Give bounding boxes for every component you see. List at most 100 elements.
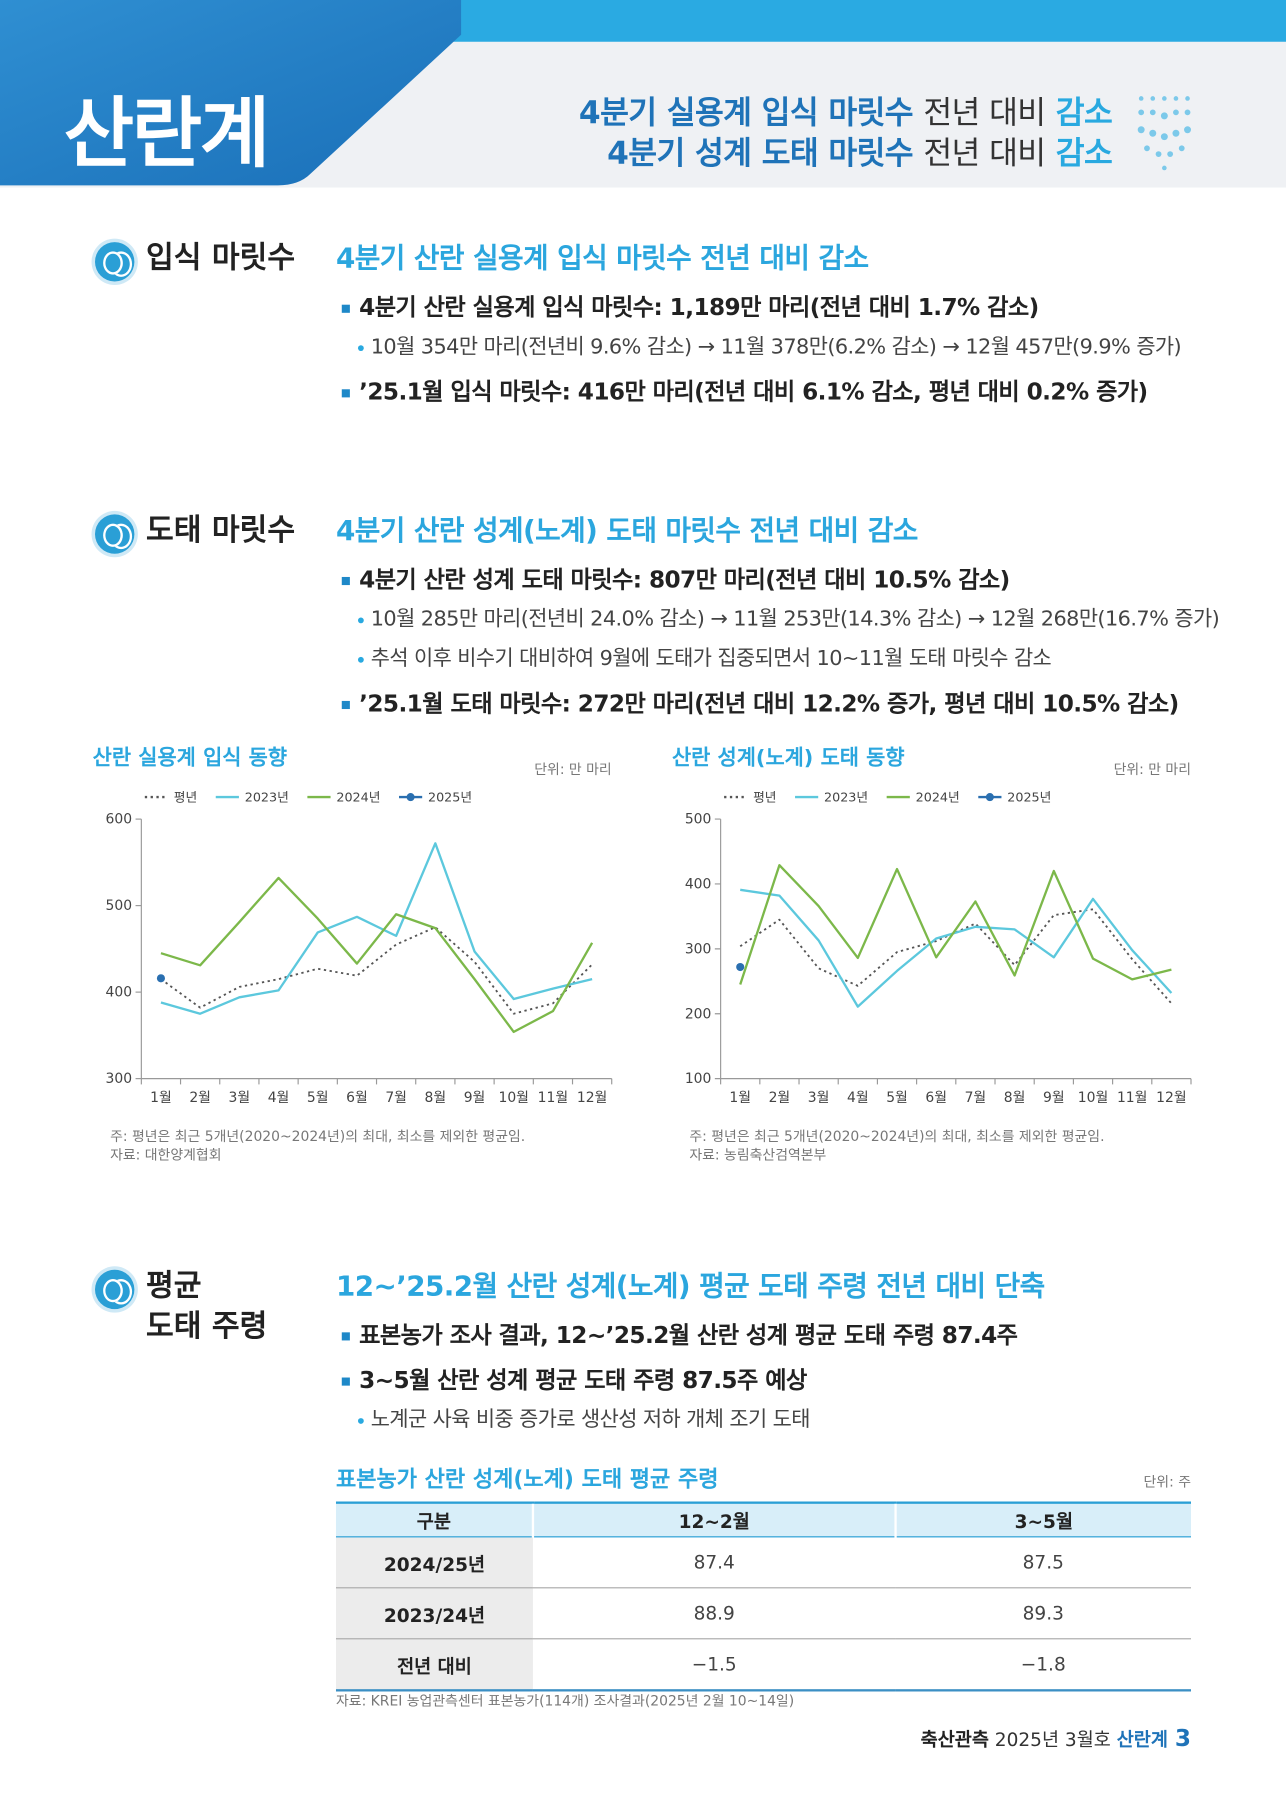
section-icon (95, 1269, 135, 1310)
legend-label: 평년 (753, 791, 776, 806)
y-tick-label: 500 (685, 812, 712, 828)
x-tick-label: 10월 (1078, 1090, 1108, 1106)
section-label: 입식 마릿수 (146, 239, 295, 280)
section-label: 도태 마릿수 (146, 511, 295, 552)
sub-bullet: 10월 285만 마리(전년비 24.0% 감소) → 11월 253만(14.… (336, 600, 1263, 639)
chart-note: 자료: 대한양계협회 (110, 1146, 222, 1164)
header-band (407, 0, 1286, 42)
header-background (0, 0, 1286, 188)
section-label: 평균 도태 주령 (146, 1266, 267, 1347)
header-line: 4분기 성계 도태 마릿수 전년 대비 감소 (607, 127, 1113, 172)
footer-part: 2025년 3월호 (994, 1728, 1111, 1751)
x-tick-label: 6월 (346, 1090, 368, 1106)
headline-part: 4분기 성계 도태 마릿수 (607, 135, 913, 172)
section-label-line: 평균 (145, 1268, 202, 1304)
section-content: 12~’25.2월 산란 성계(노계) 평균 도태 주령 전년 대비 단축 표본농… (336, 1269, 1263, 1440)
legend-marker (406, 793, 415, 802)
data-point (736, 962, 745, 972)
series-line (740, 888, 1173, 1008)
x-tick-label: 5월 (307, 1090, 329, 1106)
x-tick-label: 10월 (498, 1090, 528, 1106)
table-header-cell: 구분 (335, 1501, 533, 1538)
x-tick-label: 8월 (1004, 1090, 1026, 1106)
x-tick-label: 9월 (464, 1090, 486, 1106)
chart-notes: 주: 평년은 최근 5개년(2020~2024년)의 최대, 최소를 제외한 평… (689, 1127, 1104, 1164)
table-cell: 88.9 (532, 1587, 896, 1640)
x-tick-label: 12월 (1156, 1090, 1186, 1106)
x-tick-label: 5월 (886, 1090, 908, 1106)
footer-part: 산란계 (1116, 1728, 1168, 1751)
series-line (160, 876, 594, 1034)
bullet: 4분기 산란 성계 도태 마릿수: 807만 마리(전년 대비 10.5% 감소… (336, 560, 1263, 601)
x-tick-label: 3월 (229, 1090, 251, 1106)
headline-part: 전년 대비 (923, 135, 1046, 172)
chart-note: 주: 평년은 최근 5개년(2020~2024년)의 최대, 최소를 제외한 평… (689, 1128, 1105, 1145)
section-content: 4분기 산란 실용계 입식 마릿수 전년 대비 감소 4분기 산란 실용계 입식 … (336, 241, 1263, 412)
table-row: 2023/24년 88.9 89.3 (335, 1587, 1191, 1640)
table-cell: 89.3 (895, 1587, 1191, 1640)
bullet: 4분기 산란 실용계 입식 마릿수: 1,189만 마리(전년 대비 1.7% … (336, 287, 1263, 328)
legend-label: 2023년 (245, 791, 289, 806)
table-cell: 2024/25년 (335, 1536, 533, 1589)
bullet: 3~5월 산란 성계 평균 도태 주령 87.5주 예상 (336, 1360, 1263, 1401)
table-title: 표본농가 산란 성계(노계) 도태 평균 주령 (335, 1466, 719, 1493)
table-unit: 단위: 주 (1143, 1473, 1191, 1490)
header-block (0, 0, 462, 186)
section-headline: 12~’25.2월 산란 성계(노계) 평균 도태 주령 전년 대비 단축 (335, 1269, 1045, 1303)
section-content: 4분기 산란 성계(노계) 도태 마릿수 전년 대비 감소 4분기 산란 성계 도… (336, 513, 1263, 724)
bullet: ’25.1월 입식 마릿수: 416만 마리(전년 대비 6.1% 감소, 평년… (336, 372, 1263, 413)
y-tick-label: 400 (106, 985, 133, 1001)
table-source: 자료: KREI 농업관측센터 표본농가(114개) 조사결과(2025년 2월… (335, 1692, 795, 1709)
data-point (156, 974, 165, 983)
chart-note: 주: 평년은 최근 5개년(2020~2024년)의 최대, 최소를 제외한 평… (110, 1128, 526, 1145)
header-title: 산란계 (63, 89, 270, 179)
x-tick-label: 12월 (577, 1090, 607, 1106)
table-header-row: 구분 12~2월 3~5월 (335, 1501, 1191, 1538)
table: 구분 12~2월 3~5월 2024/25년 87.4 87.5 2023/24년 88.9 8… (335, 1501, 1191, 1692)
footer: 축산관측 2025년 3월호 산란계 3 (921, 1724, 1191, 1752)
y-tick-label: 200 (685, 1006, 712, 1022)
section-icon (95, 242, 135, 282)
chart-notes: 주: 평년은 최근 5개년(2020~2024년)의 최대, 최소를 제외한 평… (110, 1127, 525, 1164)
x-tick-label: 11월 (1117, 1090, 1147, 1106)
table-row: 2024/25년 87.4 87.5 (335, 1536, 1191, 1589)
table-cell: 2023/24년 (335, 1587, 533, 1640)
x-tick-label: 6월 (925, 1090, 947, 1106)
table-header-cell: 3~5월 (894, 1501, 1191, 1538)
header-dots (1137, 96, 1191, 171)
series-line (160, 926, 593, 1015)
y-tick-label: 300 (106, 1071, 133, 1087)
headline-part: 감소 (1055, 135, 1113, 172)
chart-unit: 단위: 만 마리 (1114, 762, 1191, 778)
header-line: 4분기 실용계 입식 마릿수 전년 대비 감소 (579, 87, 1113, 132)
section-headline: 4분기 산란 성계(노계) 도태 마릿수 전년 대비 감소 (335, 514, 918, 547)
table-header-cell: 12~2월 (531, 1501, 896, 1538)
legend-label: 2025년 (1007, 791, 1051, 806)
x-tick-label: 4월 (847, 1090, 869, 1106)
series-line (739, 864, 1172, 985)
footer-part: 축산관측 (920, 1728, 989, 1751)
x-tick-label: 2월 (189, 1090, 211, 1106)
chart-title: 산란 성계(노계) 도태 동향 (672, 746, 905, 770)
x-tick-label: 1월 (150, 1090, 172, 1106)
table-cell: 87.5 (895, 1536, 1191, 1589)
headline-part: 감소 (1055, 95, 1113, 131)
chart-unit: 단위: 만 마리 (534, 762, 611, 778)
table-cell: 87.4 (532, 1536, 896, 1589)
chart-title: 산란 실용계 입식 동향 (93, 746, 287, 770)
x-tick-label: 8월 (425, 1090, 447, 1106)
y-tick-label: 100 (685, 1071, 712, 1087)
x-tick-label: 1월 (729, 1090, 751, 1106)
y-tick-label: 400 (685, 877, 712, 893)
section-label-line: 입식 마릿수 (145, 240, 296, 276)
section-label-line: 도태 마릿수 (145, 513, 296, 548)
y-tick-label: 300 (685, 941, 712, 957)
headline-part: 전년 대비 (923, 95, 1046, 131)
series-line (160, 842, 593, 1015)
legend-label: 2024년 (336, 791, 380, 806)
x-tick-label: 7월 (965, 1090, 987, 1106)
